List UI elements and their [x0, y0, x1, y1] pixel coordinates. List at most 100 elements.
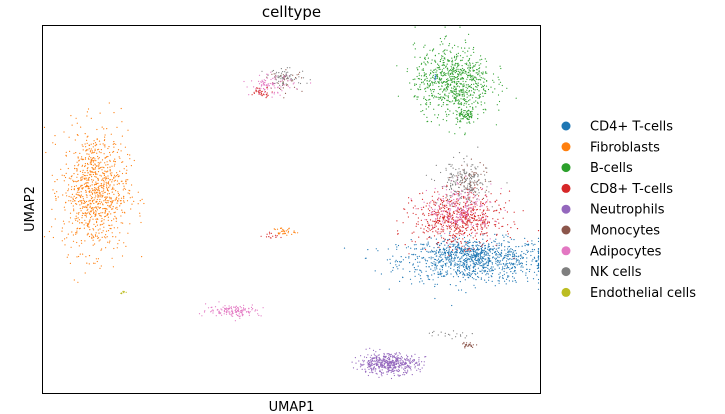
data-point [260, 84, 263, 86]
data-point [471, 171, 473, 173]
data-point [460, 111, 462, 113]
data-point [280, 74, 282, 76]
data-point [482, 108, 484, 111]
data-point [388, 355, 390, 357]
data-point [445, 87, 447, 89]
data-point [370, 360, 372, 362]
data-point [429, 278, 431, 281]
data-point [84, 272, 86, 274]
data-point [71, 222, 74, 224]
data-point [72, 240, 75, 242]
data-point [413, 267, 415, 269]
data-point [393, 355, 395, 357]
data-point [426, 82, 429, 85]
data-point [417, 221, 419, 223]
data-point [368, 365, 370, 367]
data-point [470, 113, 472, 115]
data-point [441, 85, 443, 87]
data-point [464, 232, 466, 234]
data-point [438, 86, 440, 88]
data-point [123, 196, 125, 198]
data-point [448, 92, 450, 94]
data-point [354, 357, 356, 359]
data-point [87, 203, 89, 206]
data-point [109, 166, 111, 168]
data-point [472, 174, 474, 176]
data-point [434, 223, 436, 225]
data-point [422, 192, 424, 194]
data-point [467, 205, 469, 207]
data-point [459, 229, 461, 231]
data-point [390, 371, 392, 373]
data-point [412, 359, 414, 361]
data-point [223, 309, 225, 312]
data-point [507, 241, 509, 243]
data-point [468, 233, 471, 235]
data-point [423, 256, 425, 259]
data-point [427, 241, 429, 243]
data-point [455, 93, 457, 95]
data-point [450, 180, 452, 182]
data-point [422, 247, 424, 249]
data-point [485, 216, 487, 218]
data-point [137, 191, 139, 193]
data-point [449, 255, 451, 257]
data-point [460, 242, 462, 244]
data-point [498, 242, 500, 244]
data-point [465, 242, 467, 244]
data-point [472, 246, 474, 248]
data-point [499, 253, 501, 255]
data-point [433, 89, 435, 91]
data-point [489, 270, 491, 272]
data-point [277, 92, 279, 94]
data-point [454, 263, 456, 266]
data-point [466, 259, 468, 261]
data-point [447, 104, 449, 106]
data-point [453, 260, 455, 262]
data-point [487, 245, 489, 247]
data-point [526, 277, 529, 279]
data-point [80, 179, 82, 181]
data-point [463, 188, 465, 190]
data-point [463, 104, 465, 106]
data-point [456, 182, 458, 184]
data-point [529, 268, 531, 271]
data-point [96, 173, 98, 175]
data-point [104, 212, 106, 214]
data-point [482, 213, 485, 215]
data-point [451, 69, 453, 71]
data-point [519, 263, 521, 265]
data-point [442, 254, 444, 256]
data-point [373, 366, 375, 369]
data-point [258, 314, 260, 316]
data-point [536, 274, 538, 276]
data-point [441, 99, 443, 101]
data-point [421, 81, 423, 83]
data-point [446, 68, 448, 70]
data-point [91, 201, 94, 203]
data-point [414, 365, 416, 367]
data-point [484, 212, 487, 214]
data-point [71, 186, 73, 188]
data-point [448, 202, 450, 205]
data-point [485, 258, 487, 260]
data-point [94, 189, 96, 191]
data-point [482, 86, 485, 88]
data-point [94, 183, 96, 185]
data-point [449, 69, 452, 71]
data-point [508, 267, 510, 269]
data-point [436, 214, 438, 216]
data-point [447, 73, 449, 75]
data-point [480, 261, 482, 263]
data-point [263, 83, 265, 85]
data-point [107, 182, 109, 184]
data-point [287, 85, 289, 87]
data-point [443, 240, 445, 242]
data-point [479, 257, 481, 259]
data-point [78, 245, 80, 247]
data-point [462, 265, 464, 268]
data-point [443, 215, 445, 217]
data-point [101, 186, 103, 189]
data-point [106, 185, 108, 187]
data-point [484, 174, 486, 176]
